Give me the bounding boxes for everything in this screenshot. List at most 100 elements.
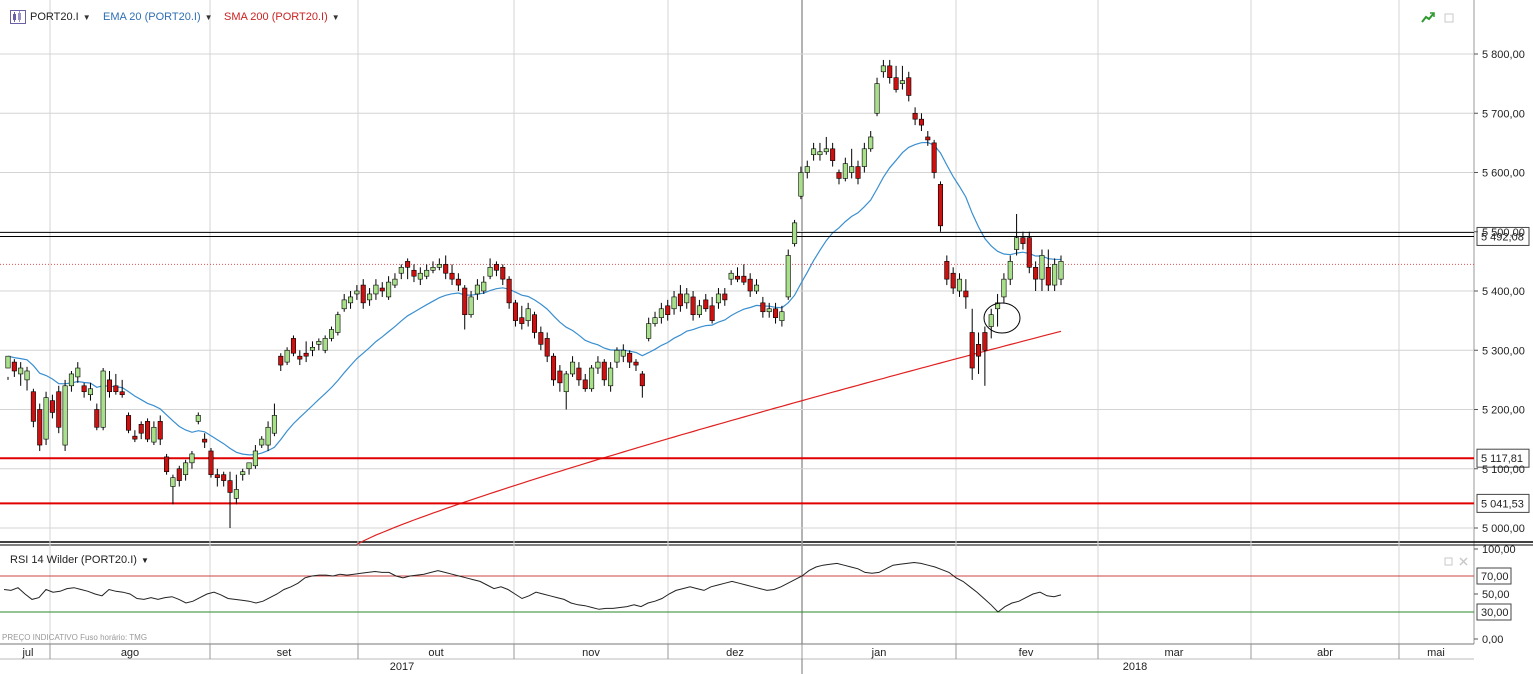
sma-200-path: [356, 330, 1062, 545]
price-tick-label: 5 500,00: [1482, 227, 1525, 239]
candle-down: [455, 278, 461, 286]
trend-icon[interactable]: [1421, 11, 1435, 23]
candle-up: [753, 284, 760, 292]
candle-up: [367, 293, 373, 301]
price-tick-label: 5 100,00: [1482, 464, 1525, 476]
candle-down: [887, 65, 893, 78]
candle-up: [487, 266, 493, 277]
candle-down: [56, 391, 62, 428]
candle-up: [68, 373, 74, 387]
candle-down: [290, 338, 296, 354]
candle-down: [157, 421, 163, 440]
rsi-level-tag-label: 70,00: [1481, 571, 1509, 583]
symbol-label: PORT20.I: [30, 11, 79, 23]
close-icon[interactable]: [1459, 557, 1469, 567]
highlight-ellipse: [983, 302, 1021, 334]
candle-up: [1052, 264, 1058, 286]
price-tick-label: 5 800,00: [1482, 49, 1525, 61]
candle-up: [684, 293, 690, 304]
candle-up: [570, 361, 576, 375]
month-label: jan: [871, 647, 887, 659]
candle-up: [18, 367, 24, 375]
candle-up: [87, 388, 93, 395]
candle-down: [690, 296, 696, 315]
candle-down: [202, 438, 208, 443]
rsi-indicator-selector[interactable]: RSI 14 Wilder (PORT20.I) ▼: [10, 554, 149, 566]
candle-up: [5, 355, 11, 369]
candle-down: [773, 308, 779, 318]
candle-up: [189, 453, 195, 464]
candle-up: [309, 346, 316, 351]
candle-up: [24, 370, 30, 381]
chart-type-icon: [10, 10, 26, 24]
candle-up: [785, 255, 791, 298]
candle-up: [322, 338, 328, 351]
candle-up: [988, 314, 994, 327]
candle-down: [164, 456, 170, 473]
level-tag-label: 5 492,08: [1481, 231, 1524, 243]
level-tag-label: 5 041,53: [1481, 498, 1524, 510]
candle-down: [963, 290, 969, 298]
horizontal-levels: 5 492,08 5 117,81 5 041,53: [0, 226, 1530, 513]
candle-down: [145, 421, 151, 440]
candle-up: [956, 278, 963, 292]
candle-down: [443, 264, 449, 274]
candle-down: [176, 468, 182, 481]
candle-up: [43, 397, 49, 440]
symbol-selector[interactable]: PORT20.I ▼: [10, 9, 91, 25]
candle-down: [1045, 266, 1051, 286]
candlestick-series: [5, 59, 1064, 528]
candle-down: [741, 275, 747, 283]
candle-down: [976, 344, 982, 357]
candle-up: [392, 278, 398, 286]
candle-up: [849, 166, 855, 173]
candle-down: [627, 352, 633, 363]
candle-down: [1020, 237, 1026, 244]
candle-down: [278, 355, 284, 366]
maximize-icon[interactable]: [1444, 557, 1454, 567]
candle-up: [233, 489, 239, 499]
candle-up: [899, 80, 905, 84]
candle-down: [747, 278, 753, 292]
candle-up: [658, 308, 664, 318]
candle-down: [303, 352, 309, 357]
candle-up: [246, 462, 252, 470]
year-label: 2018: [1123, 661, 1147, 673]
candle-up: [100, 370, 106, 428]
price-axis: 5 000,00 5 100,00 5 200,00 5 300,00 5 400,00…: [1474, 49, 1525, 535]
candle-up: [608, 367, 614, 387]
candle-up: [728, 272, 734, 280]
candle-down: [855, 166, 861, 179]
candle-up: [842, 163, 848, 179]
candle-down: [969, 332, 975, 369]
candle-up: [798, 172, 804, 197]
maximize-icon[interactable]: [1444, 13, 1454, 23]
candle-up: [1039, 255, 1045, 280]
candle-down: [138, 424, 144, 434]
ema-indicator-selector[interactable]: EMA 20 (PORT20.I) ▼: [103, 9, 213, 25]
ema-indicator-label: EMA 20 (PORT20.I): [103, 11, 201, 23]
candle-up: [811, 148, 817, 156]
candle-down: [506, 278, 512, 304]
candle-down: [582, 379, 588, 390]
candle-down: [836, 172, 842, 179]
price-tick-label: 5 000,00: [1482, 523, 1525, 535]
candle-up: [1014, 237, 1020, 250]
month-label: nov: [582, 647, 600, 659]
rsi-level-tag: [1476, 603, 1512, 621]
candle-down: [493, 264, 499, 271]
candle-down: [639, 373, 645, 387]
sma-indicator-selector[interactable]: SMA 200 (PORT20.I) ▼: [224, 9, 340, 25]
candle-down: [1026, 237, 1032, 268]
candle-up: [792, 222, 798, 244]
month-label: ago: [121, 647, 139, 659]
candle-down: [937, 184, 943, 227]
candle-up: [348, 296, 354, 304]
rsi-tick-label: 50,00: [1482, 589, 1510, 601]
year-label: 2017: [390, 661, 414, 673]
candle-down: [132, 435, 138, 440]
rsi-panel: 0,00 50,00 100,00 70,00 30,00: [0, 544, 1516, 646]
candle-up: [62, 385, 68, 446]
